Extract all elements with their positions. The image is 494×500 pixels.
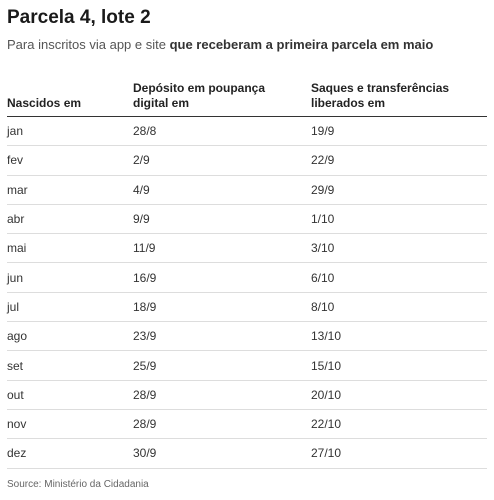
cell-deposit-date: 28/9 <box>133 380 311 410</box>
source-note: Source: Ministério da Cidadania <box>7 479 149 490</box>
cell-deposit-date: 18/9 <box>133 292 311 323</box>
cell-withdraw-date: 20/10 <box>311 380 487 410</box>
subtitle-bold: que receberam a primeira parcela em maio <box>169 37 434 52</box>
table-row: nov 28/9 22/10 <box>7 409 487 440</box>
cell-deposit-date: 30/9 <box>133 438 311 469</box>
cell-month: set <box>7 350 133 381</box>
table-row: abr 9/9 1/10 <box>7 204 487 235</box>
cell-month: abr <box>7 204 133 235</box>
cell-month: nov <box>7 409 133 440</box>
cell-withdraw-date: 6/10 <box>311 262 487 293</box>
cell-month: jan <box>7 116 133 147</box>
subtitle-normal: Para inscritos via app e site <box>7 37 170 52</box>
table-row: ago 23/9 13/10 <box>7 321 487 352</box>
cell-withdraw-date: 15/10 <box>311 350 487 381</box>
cell-deposit-date: 28/8 <box>133 116 311 147</box>
cell-withdraw-date: 29/9 <box>311 175 487 205</box>
cell-month: dez <box>7 438 133 469</box>
cell-deposit-date: 16/9 <box>133 262 311 293</box>
cell-month: mar <box>7 175 133 205</box>
table-row: jan 28/8 19/9 <box>7 116 487 147</box>
table-row: jul 18/9 8/10 <box>7 292 487 323</box>
cell-month: mai <box>7 233 133 264</box>
cell-month: jun <box>7 262 133 293</box>
cell-month: jul <box>7 292 133 323</box>
cell-deposit-date: 9/9 <box>133 204 311 235</box>
header-deposito: Depósito em poupança digital em <box>133 68 311 117</box>
cell-deposit-date: 23/9 <box>133 321 311 352</box>
cell-withdraw-date: 27/10 <box>311 438 487 469</box>
table-row: jun 16/9 6/10 <box>7 262 487 293</box>
cell-deposit-date: 28/9 <box>133 409 311 440</box>
header-nascidos-em: Nascidos em <box>7 68 133 117</box>
table-body: jan 28/8 19/9 fev 2/9 22/9 mar 4/9 29/9 abr 9/9 1/1… <box>7 116 487 469</box>
cell-withdraw-date: 13/10 <box>311 321 487 352</box>
cell-withdraw-date: 8/10 <box>311 292 487 323</box>
subtitle: Para inscritos via app e site que recebe… <box>7 37 433 52</box>
cell-withdraw-date: 22/10 <box>311 409 487 440</box>
cell-deposit-date: 4/9 <box>133 175 311 205</box>
cell-month: out <box>7 380 133 410</box>
table-row: mai 11/9 3/10 <box>7 233 487 264</box>
cell-deposit-date: 2/9 <box>133 145 311 176</box>
cell-withdraw-date: 1/10 <box>311 204 487 235</box>
table-row: mar 4/9 29/9 <box>7 175 487 205</box>
cell-withdraw-date: 19/9 <box>311 116 487 147</box>
cell-month: fev <box>7 145 133 176</box>
header-saques: Saques e transferências liberados em <box>311 68 487 117</box>
cell-month: ago <box>7 321 133 352</box>
cell-deposit-date: 25/9 <box>133 350 311 381</box>
page-title: Parcela 4, lote 2 <box>7 7 151 28</box>
table-row: set 25/9 15/10 <box>7 350 487 381</box>
cell-withdraw-date: 3/10 <box>311 233 487 264</box>
table-row: dez 30/9 27/10 <box>7 438 487 469</box>
table-header-row: Nascidos em Depósito em poupança digital… <box>7 68 487 117</box>
table-row: out 28/9 20/10 <box>7 380 487 410</box>
schedule-table: Nascidos em Depósito em poupança digital… <box>7 68 487 469</box>
cell-deposit-date: 11/9 <box>133 233 311 264</box>
cell-withdraw-date: 22/9 <box>311 145 487 176</box>
table-row: fev 2/9 22/9 <box>7 145 487 176</box>
